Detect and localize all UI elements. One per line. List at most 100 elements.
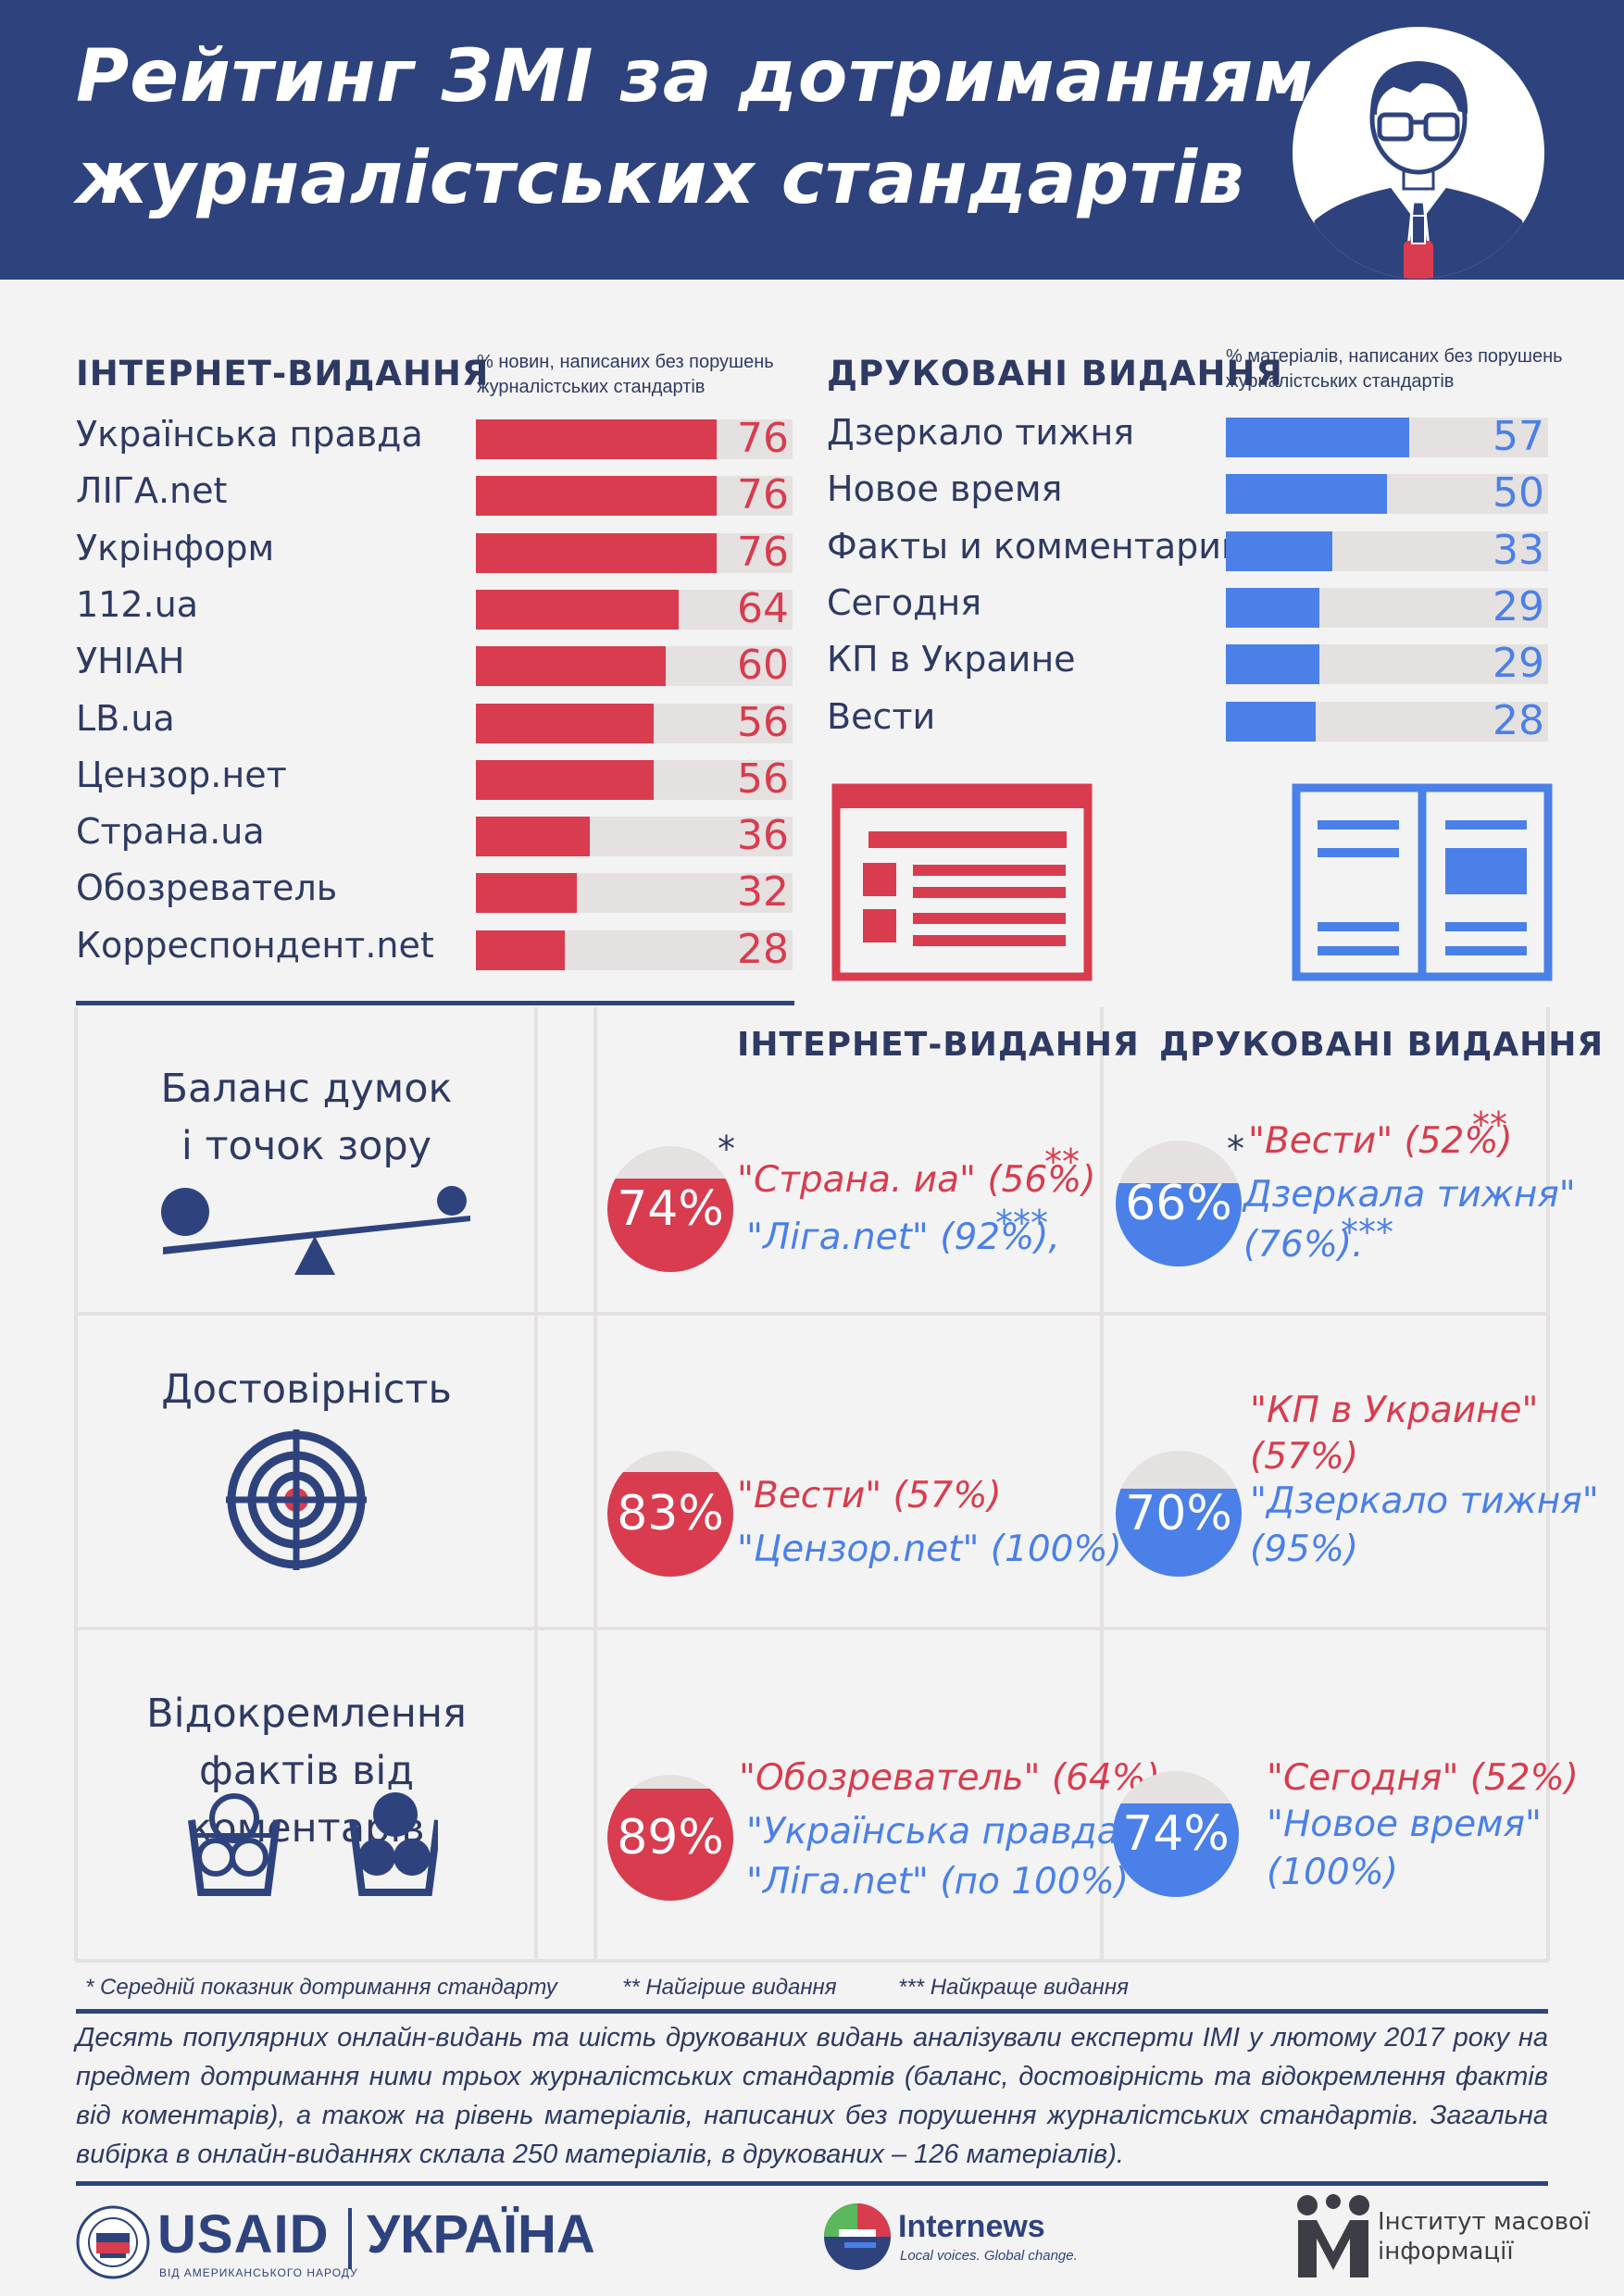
- header-banner: Рейтинг ЗМІ за дотриманням журналістськи…: [0, 0, 1624, 280]
- grid-line: [76, 1312, 1548, 1316]
- print-separation-best-line2: (100%): [1267, 1852, 1398, 1893]
- bar-track: 29: [1226, 640, 1548, 687]
- print-balance-fill: [1116, 1183, 1242, 1267]
- bar-category-label: 112.ua: [76, 583, 198, 625]
- bar-track: 29: [1226, 583, 1548, 630]
- bar-value-label: 76: [737, 528, 789, 576]
- best-mark: ***: [1341, 1212, 1393, 1253]
- bar: [476, 759, 654, 800]
- bar-category-label: КП в Украине: [827, 639, 1076, 680]
- bar-category-label: Укрінформ: [76, 527, 275, 568]
- divider-bottom: [76, 2181, 1548, 2186]
- bar: [1226, 418, 1410, 457]
- online-note: % новин, написаних без порушень журналіс…: [477, 352, 774, 397]
- bar-value-label: 60: [737, 642, 789, 690]
- online-separation-worst: "Обозреватель" (64%): [739, 1757, 1160, 1799]
- grid-line: [1546, 1007, 1550, 1961]
- bar-track: 32: [476, 868, 793, 916]
- print-separation-fill: [1113, 1803, 1239, 1897]
- bar-category-label: Обозреватель: [76, 867, 338, 909]
- bar-category-label: Страна.ua: [76, 811, 265, 853]
- online-reliability-worst: "Вести" (57%): [737, 1475, 1002, 1516]
- table-col-online: ІНТЕРНЕТ-ВИДАННЯ: [737, 1026, 1140, 1064]
- online-balance-worst: "Страна. иа" (56%): [737, 1159, 1096, 1201]
- bar: [476, 703, 654, 743]
- bar-value-label: 76: [737, 415, 789, 462]
- target-icon: [226, 1429, 367, 1570]
- imi-logo-line1: Інститут масової: [1378, 2208, 1591, 2236]
- worst-mark: **: [1472, 1104, 1507, 1145]
- online-separation-fill: [607, 1788, 733, 1901]
- bar-category-label: УНІАН: [76, 641, 185, 682]
- bar-value-label: 64: [737, 584, 789, 632]
- scales-icon: [161, 1186, 470, 1275]
- grid-line: [1100, 1007, 1104, 1961]
- avg-mark: *: [718, 1129, 735, 1169]
- bar: [476, 532, 717, 573]
- separation-glasses-icon: [188, 1792, 438, 1896]
- print-newspaper-icon: [1292, 783, 1553, 981]
- best-mark: ***: [995, 1203, 1048, 1243]
- bar: [1226, 701, 1317, 742]
- online-heading: ІНТЕРНЕТ-ВИДАННЯ: [76, 354, 490, 393]
- bar-category-label: Факты и комментарии: [827, 525, 1244, 567]
- print-reliability-best-line1: "Дзеркало тижня": [1250, 1480, 1599, 1522]
- bar-track: 50: [1226, 469, 1548, 517]
- imi-logo-icon: [1297, 2194, 1369, 2277]
- bar-category-label: Українська правда: [76, 414, 423, 455]
- table-col-print: ДРУКОВАНІ ВИДАННЯ: [1159, 1026, 1605, 1064]
- print-reliability-worst-line1: "КП в Украине": [1250, 1390, 1539, 1431]
- print-reliability-worst-line2: (57%): [1250, 1436, 1359, 1478]
- bar: [476, 646, 667, 687]
- bar-track: 76: [476, 529, 793, 576]
- bar: [476, 817, 591, 857]
- print-balance-best-line2: (76%).: [1243, 1224, 1364, 1266]
- print-separation-percent-label: 74%: [1122, 1806, 1230, 1862]
- logo-separator: [348, 2208, 352, 2269]
- bar: [476, 419, 717, 459]
- bar-category-label: Новое время: [827, 468, 1063, 510]
- online-balance-best: "Ліга.net" (92%),: [746, 1217, 1060, 1258]
- criterion-balance-line1: Баланс думок: [160, 1066, 453, 1112]
- bar: [1226, 644, 1319, 685]
- internews-subtitle: Local voices. Global change.: [900, 2248, 1078, 2264]
- bar-category-label: Цензор.нет: [76, 754, 287, 795]
- grid-line: [74, 1007, 78, 1961]
- print-balance-percent: 66%: [1116, 1141, 1242, 1267]
- footnote-worst: ** Найгірше видання: [622, 1975, 837, 2000]
- bar-category-label: Вести: [827, 695, 936, 737]
- bar-value-label: 76: [737, 471, 789, 519]
- criterion-reliability: Достовірність: [78, 1361, 535, 1418]
- bar-value-label: 32: [737, 868, 789, 917]
- criterion-balance: Баланс думок і точок зору: [78, 1060, 535, 1175]
- bar-track: 64: [476, 585, 793, 632]
- ukraine-logo-text: УКРАЇНА: [367, 2204, 595, 2265]
- bar-value-label: 56: [737, 755, 789, 803]
- bar-track: 60: [476, 642, 793, 689]
- print-reliability-percent: 70%: [1116, 1451, 1242, 1577]
- bar-category-label: Корреспондент.net: [76, 924, 434, 966]
- usaid-logo-text: USAID: [157, 2204, 330, 2265]
- online-balance-percent: 74%: [607, 1146, 733, 1272]
- footnote-best: *** Найкраще видання: [898, 1975, 1129, 2000]
- bar-value-label: 28: [737, 925, 789, 973]
- journalist-illustration: [1293, 27, 1544, 279]
- grid-line: [593, 1007, 597, 1961]
- print-balance-percent-label: 66%: [1125, 1176, 1232, 1231]
- bar: [476, 589, 679, 630]
- methodology-description: Десять популярних онлайн-видань та шість…: [76, 2023, 1548, 2169]
- criterion-balance-line2: і точок зору: [181, 1123, 432, 1169]
- bar: [476, 873, 578, 914]
- divider-footnotes: [76, 2009, 1548, 2014]
- internews-logo-icon: [824, 2203, 891, 2270]
- bar-track: 76: [476, 415, 793, 462]
- online-balance-percent-label: 74%: [617, 1181, 724, 1237]
- bar-track: 56: [476, 755, 793, 803]
- online-reliability-fill: [607, 1472, 733, 1577]
- bar: [476, 930, 565, 970]
- bar-value-label: 36: [737, 812, 789, 860]
- online-separation-best-line1: "Українська правда": [746, 1811, 1136, 1853]
- bar-category-label: Сегодня: [827, 581, 982, 623]
- usaid-subtitle: ВІД АМЕРИКАНСЬКОГО НАРОДУ: [159, 2266, 358, 2279]
- imi-logo-line2: інформації: [1378, 2238, 1514, 2265]
